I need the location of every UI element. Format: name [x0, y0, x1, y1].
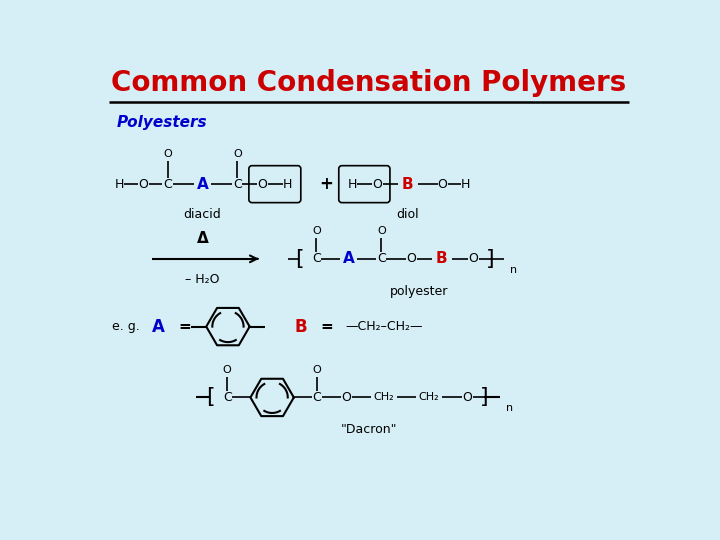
Text: H: H [347, 178, 356, 191]
Text: B: B [402, 177, 413, 192]
Text: O: O [377, 226, 386, 236]
Text: O: O [406, 252, 415, 265]
Text: A: A [152, 318, 165, 335]
Text: CH₂: CH₂ [374, 393, 394, 402]
Text: C: C [233, 178, 242, 191]
Text: diacid: diacid [184, 208, 221, 221]
Text: O: O [312, 364, 321, 375]
Text: =: = [178, 319, 191, 334]
Text: Common Condensation Polymers: Common Condensation Polymers [112, 69, 626, 97]
Text: n: n [505, 403, 513, 413]
Text: Polyesters: Polyesters [117, 115, 208, 130]
Text: O: O [341, 391, 351, 404]
Text: [: [ [206, 387, 215, 408]
Text: e. g.: e. g. [112, 320, 140, 333]
Text: O: O [222, 364, 232, 375]
Text: "Dacron": "Dacron" [341, 423, 397, 436]
Text: C: C [222, 391, 232, 404]
Text: O: O [438, 178, 448, 191]
Text: O: O [372, 178, 382, 191]
Text: B: B [436, 251, 448, 266]
Text: O: O [138, 178, 148, 191]
Text: O: O [312, 226, 320, 236]
Text: =: = [320, 319, 333, 334]
Text: B: B [294, 318, 307, 335]
Text: C: C [312, 252, 320, 265]
Text: n: n [510, 265, 517, 275]
Text: C: C [377, 252, 386, 265]
Text: H: H [462, 178, 471, 191]
Text: diol: diol [397, 208, 419, 221]
Text: —CH₂–CH₂—: —CH₂–CH₂— [346, 320, 423, 333]
Text: O: O [257, 178, 267, 191]
Text: polyester: polyester [390, 285, 449, 298]
Text: [: [ [295, 249, 304, 269]
Text: H: H [114, 178, 124, 191]
Text: H: H [283, 178, 292, 191]
Text: A: A [343, 251, 355, 266]
Text: O: O [233, 149, 242, 159]
Text: CH₂: CH₂ [418, 393, 439, 402]
Text: +: + [320, 175, 333, 193]
Text: ]: ] [480, 387, 489, 408]
Text: Δ: Δ [197, 231, 208, 246]
Text: – H₂O: – H₂O [185, 273, 220, 286]
Text: O: O [468, 252, 478, 265]
Text: O: O [163, 149, 172, 159]
Text: C: C [163, 178, 172, 191]
Text: A: A [197, 177, 208, 192]
Text: O: O [462, 391, 472, 404]
Text: C: C [312, 391, 321, 404]
Text: ]: ] [485, 249, 494, 269]
